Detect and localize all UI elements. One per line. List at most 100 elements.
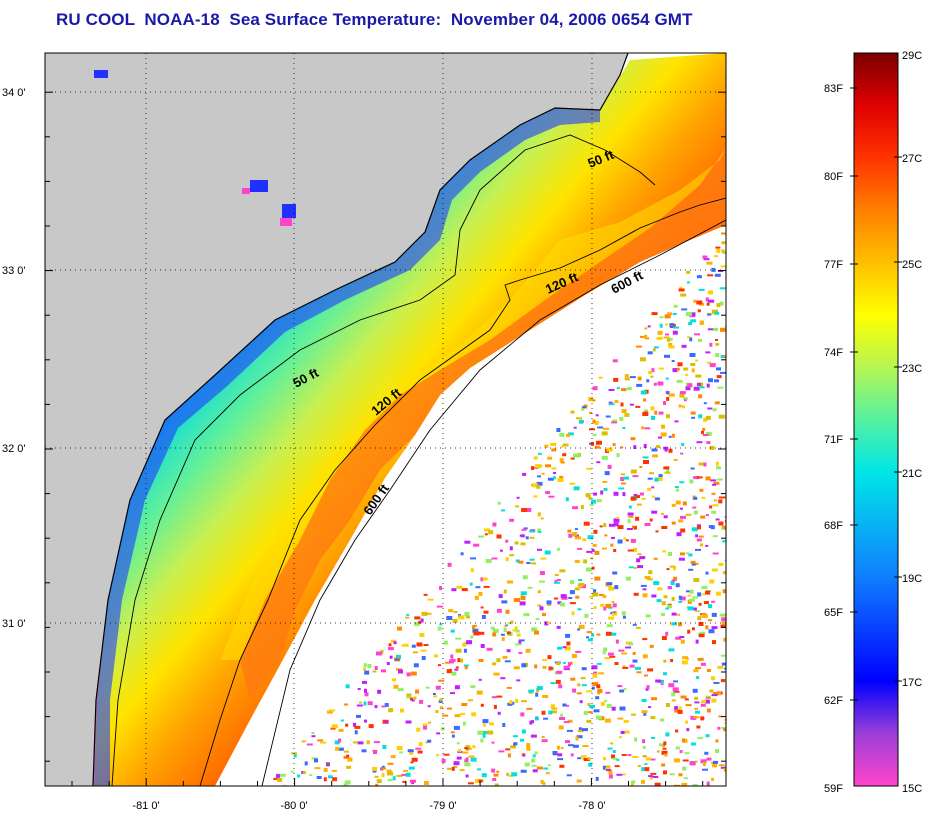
- speckle-pixel: [692, 596, 699, 599]
- speckle-pixel: [711, 600, 716, 603]
- speckle-pixel: [612, 757, 618, 760]
- speckle-pixel: [593, 589, 597, 594]
- speckle-pixel: [396, 774, 403, 777]
- speckle-pixel: [707, 407, 713, 410]
- speckle-pixel: [677, 362, 683, 367]
- speckle-pixel: [456, 742, 460, 745]
- speckle-pixel: [718, 414, 725, 419]
- speckle-pixel: [671, 699, 676, 702]
- speckle-pixel: [373, 741, 380, 744]
- speckle-pixel: [706, 261, 713, 265]
- speckle-pixel: [622, 773, 626, 776]
- speckle-pixel: [423, 644, 429, 646]
- speckle-pixel: [640, 584, 647, 587]
- speckle-pixel: [439, 586, 442, 591]
- speckle-pixel: [343, 750, 349, 753]
- speckle-pixel: [698, 622, 704, 626]
- speckle-pixel: [472, 628, 479, 633]
- speckle-pixel: [653, 557, 658, 560]
- speckle-pixel: [594, 445, 600, 449]
- speckle-pixel: [701, 586, 708, 590]
- speckle-pixel: [368, 724, 374, 729]
- speckle-pixel: [415, 747, 422, 750]
- speckle-pixel: [304, 761, 308, 766]
- speckle-pixel: [721, 621, 726, 626]
- speckle-pixel: [712, 692, 719, 695]
- speckle-pixel: [671, 612, 677, 616]
- speckle-pixel: [668, 393, 675, 397]
- speckle-pixel: [630, 469, 637, 474]
- speckle-pixel: [696, 382, 701, 386]
- speckle-pixel: [522, 753, 526, 757]
- speckle-pixel: [618, 736, 622, 739]
- speckle-pixel: [606, 703, 612, 708]
- speckle-pixel: [621, 611, 626, 616]
- speckle-pixel: [663, 515, 668, 519]
- speckle-pixel: [446, 616, 453, 620]
- colorbar-f-62: 62F: [824, 695, 843, 707]
- speckle-pixel: [642, 588, 647, 591]
- speckle-pixel: [623, 720, 629, 723]
- speckle-pixel: [709, 445, 715, 450]
- speckle-pixel: [415, 689, 420, 694]
- speckle-pixel: [550, 682, 556, 685]
- speckle-pixel: [577, 628, 581, 631]
- speckle-pixel: [557, 758, 564, 761]
- speckle-pixel: [724, 520, 726, 523]
- speckle-pixel: [483, 610, 489, 614]
- speckle-pixel: [363, 701, 367, 706]
- speckle-pixel: [715, 749, 719, 754]
- speckle-pixel: [438, 664, 441, 667]
- speckle-pixel: [671, 360, 675, 362]
- speckle-pixel: [661, 424, 665, 429]
- speckle-pixel: [461, 703, 468, 706]
- speckle-pixel: [605, 691, 611, 694]
- speckle-pixel: [403, 643, 409, 647]
- speckle-pixel: [475, 586, 481, 589]
- speckle-pixel: [697, 525, 701, 530]
- speckle-pixel: [646, 578, 653, 581]
- speckle-pixel: [697, 737, 704, 740]
- speckle-pixel: [605, 631, 612, 636]
- speckle-pixel: [580, 505, 584, 509]
- speckle-pixel: [713, 328, 719, 331]
- speckle-pixel: [698, 602, 702, 606]
- speckle-pixel: [454, 685, 460, 690]
- speckle-pixel: [660, 432, 667, 437]
- speckle-pixel: [326, 763, 330, 767]
- speckle-pixel: [543, 767, 549, 770]
- speckle-pixel: [582, 745, 589, 747]
- lat-label-33: 33 0': [2, 265, 26, 277]
- speckle-pixel: [507, 753, 511, 758]
- speckle-pixel: [603, 487, 608, 491]
- speckle-pixel: [496, 695, 503, 698]
- speckle-pixel: [601, 431, 608, 436]
- speckle-pixel: [606, 582, 613, 586]
- speckle-pixel: [637, 565, 644, 569]
- speckle-pixel: [608, 774, 613, 779]
- speckle-pixel: [529, 558, 535, 561]
- speckle-pixel: [546, 600, 552, 605]
- speckle-pixel: [706, 441, 711, 445]
- speckle-pixel: [667, 587, 671, 590]
- speckle-pixel: [628, 642, 634, 646]
- speckle-pixel: [642, 745, 646, 749]
- speckle-pixel: [526, 508, 532, 512]
- speckle-pixel: [433, 695, 438, 698]
- speckle-pixel: [679, 393, 685, 398]
- speckle-pixel: [659, 323, 663, 328]
- speckle-pixel: [636, 671, 642, 674]
- speckle-pixel: [481, 773, 487, 778]
- speckle-pixel: [518, 639, 525, 642]
- speckle-pixel: [683, 777, 688, 780]
- speckle-pixel: [620, 731, 625, 734]
- speckle-pixel: [545, 464, 551, 468]
- speckle-pixel: [562, 661, 566, 664]
- speckle-pixel: [646, 379, 650, 383]
- speckle-pixel: [344, 780, 351, 785]
- speckle-pixel: [443, 640, 448, 645]
- speckle-pixel: [641, 699, 647, 702]
- speckle-pixel: [427, 739, 432, 743]
- speckle-pixel: [556, 662, 561, 665]
- speckle-pixel: [595, 696, 600, 700]
